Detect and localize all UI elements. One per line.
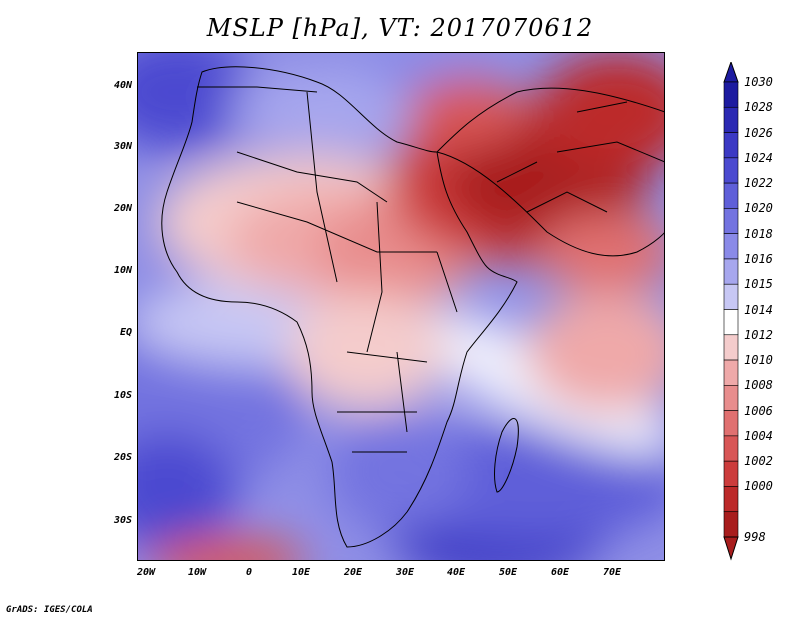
colorbar-label: 1000 [744,479,773,494]
colorbar-swatch [723,309,739,336]
lon-label-10e: 10E [291,567,311,578]
colorbar-label: 1018 [744,226,773,241]
lon-label-60e: 60E [550,567,570,578]
map-frame [137,52,665,561]
lat-label-10s: 10S [113,390,132,401]
colorbar-label: 1004 [744,428,773,443]
colorbar-swatch [723,486,739,513]
colorbar-label: 1026 [744,125,773,140]
lon-label-40e: 40E [446,567,466,578]
colorbar-label: 1016 [744,251,773,266]
lat-label-40n: 40N [113,80,132,91]
colorbar-swatch [723,410,739,437]
colorbar-swatch [723,460,739,487]
lon-label-50e: 50E [498,567,518,578]
lat-label-30n: 30N [113,141,132,152]
colorbar-label: 1006 [744,403,773,418]
colorbar [723,62,739,561]
lon-label-10w: 10W [187,567,207,578]
colorbar-swatch [723,334,739,361]
colorbar-swatch [723,182,739,209]
colorbar-label: 1002 [744,454,773,469]
colorbar-swatch [723,359,739,386]
lat-label-eq: EQ [119,327,132,338]
lon-label-20e: 20E [343,567,363,578]
pressure-field [137,52,665,561]
lat-label-10n: 10N [113,265,132,276]
colorbar-swatch [723,157,739,184]
lon-label-30e: 30E [395,567,415,578]
colorbar-swatch [723,106,739,133]
colorbar-swatch [723,81,739,108]
colorbar-swatch [723,435,739,462]
footer-credit: GrADS: IGES/COLA [6,605,93,615]
lat-label-20s: 20S [113,452,132,463]
colorbar-swatch [723,511,739,538]
colorbar-swatch [723,132,739,159]
colorbar-top-arrow [723,62,739,83]
lat-label-20n: 20N [113,203,132,214]
colorbar-label: 1014 [744,302,773,317]
colorbar-label: 1022 [744,176,773,191]
colorbar-label: 998 [744,530,766,544]
colorbar-label: 1015 [744,277,773,292]
chart-title: MSLP [hPa], VT: 2017070612 [206,14,594,42]
lon-label-70e: 70E [602,567,622,578]
lat-label-30s: 30S [113,515,132,526]
colorbar-swatch [723,258,739,285]
map-canvas [137,52,665,561]
colorbar-swatch [723,208,739,234]
colorbar-label: 1008 [744,378,773,393]
colorbar-label: 1030 [744,75,773,89]
colorbar-label: 1012 [744,327,773,342]
coastlines [161,66,665,548]
colorbar-swatch [723,283,739,310]
colorbar-label: 1024 [744,150,773,165]
colorbar-swatch [723,233,739,260]
pressure-map [137,52,665,561]
lon-label-0: 0 [245,567,253,578]
lon-label-20w: 20W [136,567,156,578]
colorbar-label: 1028 [744,100,773,115]
colorbar-label: 1010 [744,353,773,368]
colorbar-label: 1020 [744,201,773,216]
colorbar-swatch [723,385,739,411]
colorbar-bottom-arrow [723,536,739,561]
